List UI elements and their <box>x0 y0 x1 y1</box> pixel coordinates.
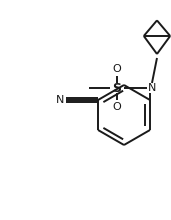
Text: O: O <box>113 102 121 112</box>
Text: O: O <box>113 64 121 74</box>
Text: N: N <box>148 83 156 93</box>
Text: N: N <box>56 95 64 105</box>
Text: S: S <box>113 81 121 95</box>
